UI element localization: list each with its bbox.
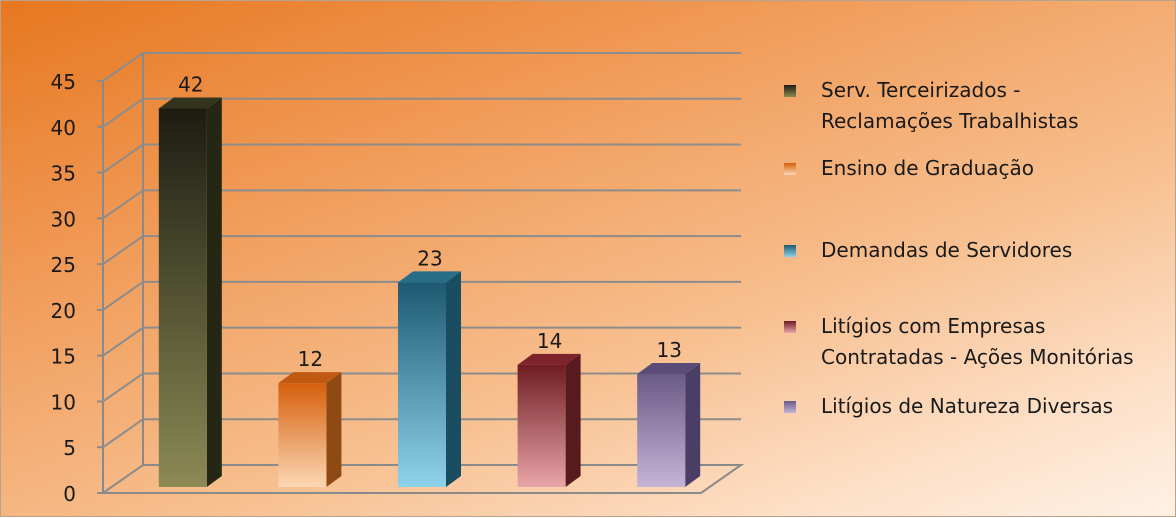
y-tick-label: 15 <box>51 345 76 369</box>
y-tick-label: 0 <box>63 482 76 506</box>
bar-side <box>326 372 342 487</box>
bar-side <box>206 97 222 487</box>
gridline <box>102 143 741 174</box>
bar-front <box>517 364 566 487</box>
legend-label: Demandas de Servidores <box>821 238 1072 262</box>
gridline <box>102 235 741 265</box>
gridlines <box>102 52 741 449</box>
legend-label: Ensino de Graduação <box>821 156 1034 180</box>
legend-swatch <box>784 321 796 333</box>
legend-item: Litígios com Empresas Contratadas - Ações… <box>784 314 1134 369</box>
gridline <box>102 97 741 128</box>
legend-label: Reclamações Trabalhistas <box>821 109 1079 133</box>
y-tick-label: 40 <box>51 116 76 140</box>
data-label: 12 <box>298 347 323 371</box>
bar <box>278 372 342 487</box>
y-tick-label: 20 <box>51 299 76 323</box>
bar-front <box>278 383 327 487</box>
legend-label: Contratadas - Ações Monitórias <box>821 345 1134 369</box>
legend: Serv. Terceirizados - Reclamações Trabalh… <box>784 78 1134 418</box>
legend-item: Litígios de Natureza Diversas <box>784 394 1113 418</box>
bars <box>158 97 701 487</box>
y-tick-label: 35 <box>51 162 76 186</box>
y-tick-label: 30 <box>51 207 76 231</box>
bar-top <box>517 353 581 365</box>
y-tick-label: 25 <box>51 253 76 277</box>
y-axis-ticks: 0 5 10 15 20 25 30 35 40 45 <box>51 70 103 506</box>
gridline <box>102 52 741 82</box>
legend-label: Litígios com Empresas <box>821 314 1045 338</box>
data-label: 14 <box>537 329 562 353</box>
chart-walls <box>99 53 745 494</box>
bar-top <box>158 97 222 109</box>
legend-label: Litígios de Natureza Diversas <box>821 394 1113 418</box>
legend-item: Demandas de Servidores <box>784 238 1072 262</box>
gridline <box>102 189 741 220</box>
bar <box>637 362 701 487</box>
gridline <box>102 326 741 357</box>
legend-label: Serv. Terceirizados - <box>821 78 1020 102</box>
bar-side <box>446 271 461 487</box>
legend-swatch <box>784 245 796 257</box>
data-label: 23 <box>417 246 442 270</box>
legend-swatch <box>784 163 796 175</box>
data-label: 13 <box>656 338 681 362</box>
bar-top <box>637 362 701 374</box>
bar-side <box>565 353 581 487</box>
bar-top <box>278 372 342 384</box>
data-label: 42 <box>178 72 203 96</box>
y-tick-label: 45 <box>51 70 76 94</box>
chart-floor <box>99 464 745 494</box>
bar-side <box>685 362 701 487</box>
gridline <box>102 280 741 311</box>
legend-item: Ensino de Graduação <box>784 156 1034 180</box>
y-tick-label: 5 <box>63 436 76 460</box>
data-labels: 42 12 23 14 13 <box>178 72 682 371</box>
bar <box>517 353 581 487</box>
bar-top <box>398 271 461 283</box>
legend-item: Serv. Terceirizados - Reclamações Trabalh… <box>784 78 1079 133</box>
legend-swatch <box>784 401 796 413</box>
bar-front <box>158 108 207 487</box>
y-tick-label: 10 <box>51 390 76 414</box>
bar <box>158 97 222 487</box>
bar <box>398 271 461 487</box>
legend-swatch <box>784 85 796 97</box>
bar-front <box>398 282 446 487</box>
bar-front <box>637 373 686 487</box>
